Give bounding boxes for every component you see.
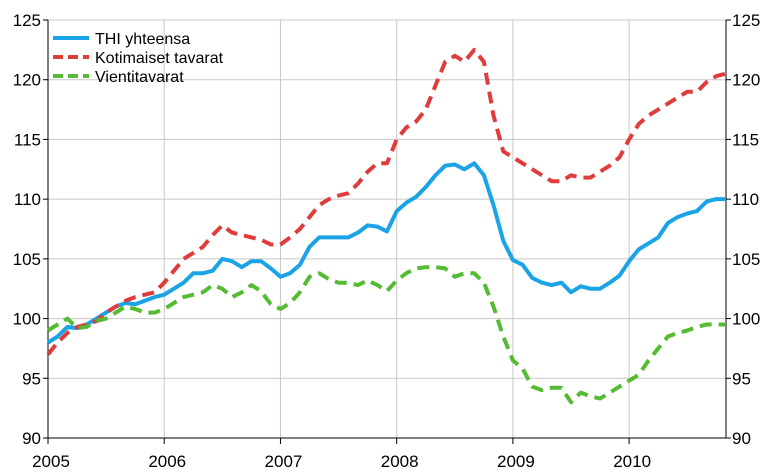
y-tick-label-left: 115 (14, 130, 41, 149)
y-tick-label-right: 110 (732, 190, 759, 209)
y-tick-label-right: 120 (732, 71, 760, 90)
legend: THI yhteensa Kotimaiset tavarat Vientitava… (53, 31, 224, 86)
legend-label-2: Kotimaiset tavarat (95, 50, 224, 67)
x-tick-label: 2008 (381, 452, 419, 471)
y-tick-label-right: 95 (732, 369, 751, 388)
series-line-1 (46, 161, 726, 345)
legend-label-1: THI yhteensa (95, 31, 190, 48)
y-tick-label-left: 100 (13, 310, 41, 329)
y-tick-label-left: 90 (22, 429, 41, 448)
legend-label-3: Vientitavarat (95, 69, 184, 86)
y-tick-label-right: 125 (732, 11, 760, 30)
y-tick-label-left: 110 (14, 190, 41, 209)
x-tick-label: 2006 (148, 452, 186, 471)
y-tick-label-right: 105 (732, 250, 760, 269)
series-line-2 (46, 47, 727, 356)
y-tick-label-right: 115 (732, 130, 759, 149)
x-tick-label: 2010 (613, 452, 651, 471)
x-tick-label: 2009 (497, 452, 535, 471)
x-tick-label: 2005 (32, 452, 70, 471)
y-tick-label-left: 95 (22, 369, 41, 388)
y-tick-label-left: 105 (13, 250, 41, 269)
y-tick-label-left: 120 (13, 71, 41, 90)
x-tick-label: 2007 (265, 452, 303, 471)
axes: 90 90 95 95 100 100 105 105 110 110 115 115 120 120 12… (13, 11, 761, 471)
y-tick-label-left: 125 (13, 11, 41, 30)
y-tick-label-right: 90 (732, 429, 751, 448)
series-line-3 (46, 265, 726, 405)
y-tick-label-right: 100 (732, 310, 760, 329)
series-lines (46, 47, 727, 405)
